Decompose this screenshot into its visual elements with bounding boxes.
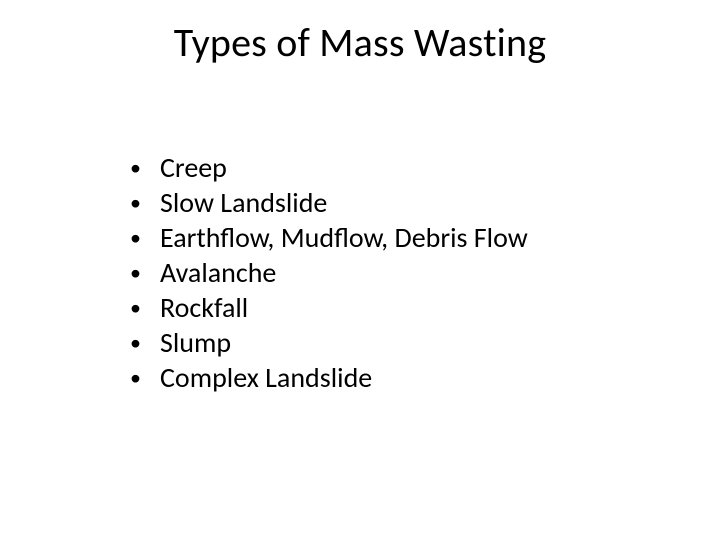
list-item: Slow Landslide bbox=[128, 185, 528, 220]
bullet-text: Avalanche bbox=[160, 255, 276, 290]
list-item: Avalanche bbox=[128, 255, 528, 290]
list-item: Rockfall bbox=[128, 290, 528, 325]
bullet-text: Rockfall bbox=[160, 290, 248, 325]
bullet-text: Creep bbox=[160, 150, 227, 185]
list-item: Creep bbox=[128, 150, 528, 185]
bullet-text: Slump bbox=[160, 325, 231, 360]
list-item: Earthflow, Mudflow, Debris Flow bbox=[128, 220, 528, 255]
list-item: Slump bbox=[128, 325, 528, 360]
slide: Types of Mass Wasting Creep Slow Landsli… bbox=[0, 0, 720, 540]
bullet-text: Slow Landslide bbox=[160, 185, 327, 220]
slide-body: Creep Slow Landslide Earthflow, Mudflow,… bbox=[128, 150, 528, 395]
bullet-list: Creep Slow Landslide Earthflow, Mudflow,… bbox=[128, 150, 528, 395]
slide-title: Types of Mass Wasting bbox=[0, 18, 720, 67]
list-item: Complex Landslide bbox=[128, 360, 528, 395]
bullet-text: Complex Landslide bbox=[160, 360, 372, 395]
bullet-text: Earthflow, Mudflow, Debris Flow bbox=[160, 220, 528, 255]
